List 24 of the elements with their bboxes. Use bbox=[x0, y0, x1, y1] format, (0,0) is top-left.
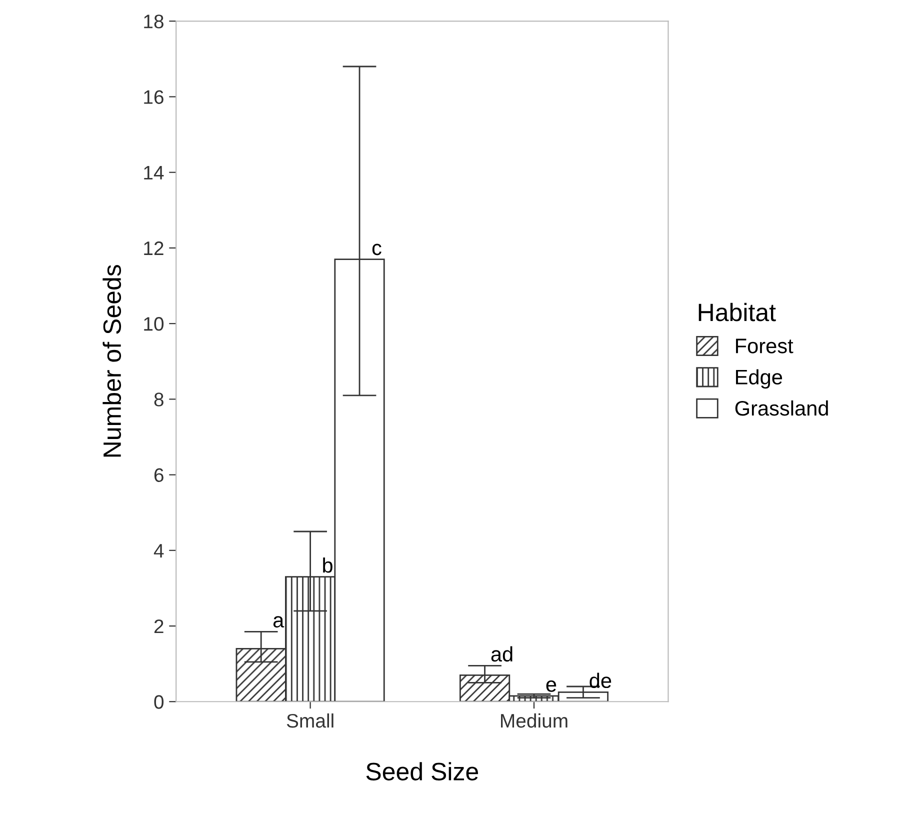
x-axis-title: Seed Size bbox=[366, 762, 478, 780]
y-tick-label: 6 bbox=[154, 468, 164, 482]
y-axis-title: Number of Seeds bbox=[102, 265, 122, 457]
y-tick-label: 14 bbox=[144, 166, 164, 180]
legend-label: Forest bbox=[736, 338, 794, 354]
x-tick-label: Small bbox=[286, 713, 334, 728]
y-tick-label: 8 bbox=[154, 392, 164, 406]
legend-title: Habitat bbox=[698, 302, 776, 322]
annotation: de bbox=[590, 672, 612, 688]
annotation: ad bbox=[491, 646, 512, 662]
annotation: a bbox=[273, 616, 284, 628]
y-tick-label: 18 bbox=[144, 14, 164, 28]
y-tick-label: 12 bbox=[144, 241, 164, 256]
annotation: e bbox=[546, 680, 556, 692]
y-tick-label: 4 bbox=[154, 544, 164, 558]
legend-label: Edge bbox=[736, 369, 782, 389]
legend-label: Grassland bbox=[735, 400, 828, 416]
y-tick-label: 2 bbox=[154, 619, 164, 634]
y-tick-label: 0 bbox=[154, 695, 164, 709]
annotation: b bbox=[323, 557, 332, 573]
y-tick-label: 10 bbox=[144, 317, 164, 331]
annotation: c bbox=[372, 244, 382, 256]
x-tick-label: Medium bbox=[501, 713, 568, 728]
y-tick-label: 16 bbox=[144, 90, 164, 104]
